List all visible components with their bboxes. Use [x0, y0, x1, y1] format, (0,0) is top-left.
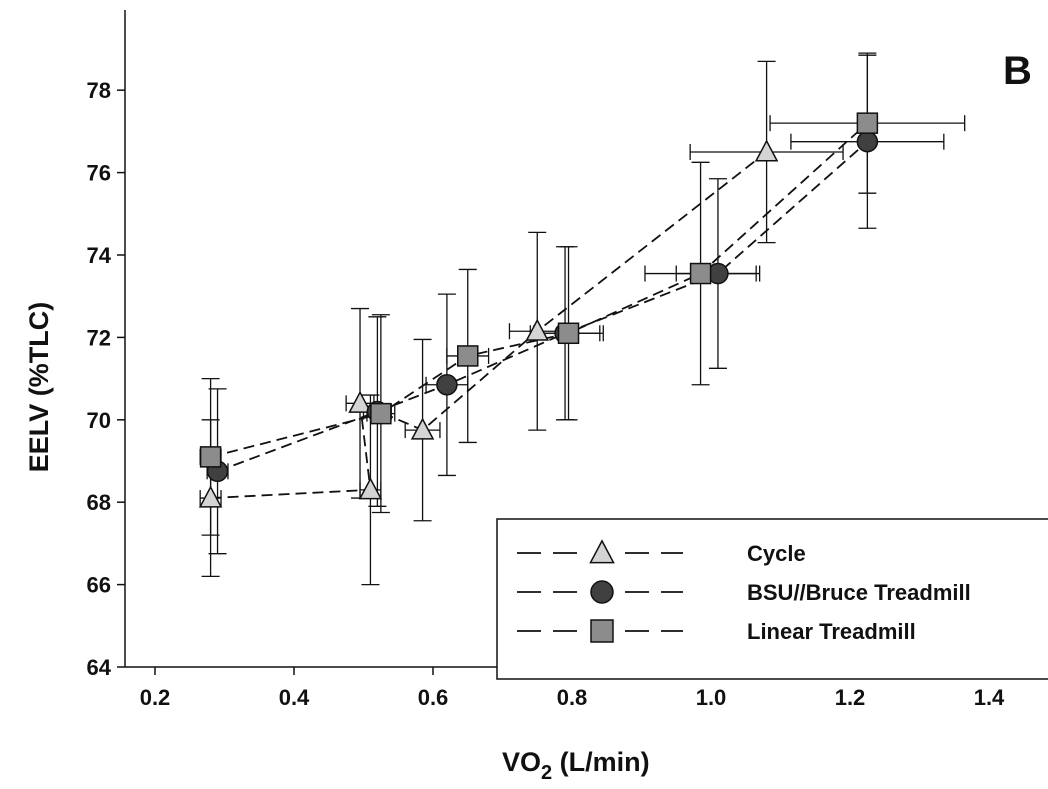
- data-point-bsu-bruce-treadmill: [436, 374, 458, 396]
- legend-items: Cycle BSU//Bruce Treadmill Linear Treadmil…: [517, 539, 971, 644]
- legend: Cycle BSU//Bruce Treadmill Linear Treadmil…: [496, 518, 1048, 680]
- x-tick-label: 0.8: [557, 685, 588, 710]
- data-point-linear-treadmill: [856, 112, 879, 134]
- data-point-cycle: [348, 390, 372, 413]
- series-line-linear-treadmill: [210, 122, 868, 458]
- x-axis-title: VO2 (L/min): [502, 747, 650, 784]
- y-tick-label: 76: [87, 161, 111, 186]
- legend-marker-cycle: [589, 539, 615, 564]
- data-point-linear-treadmill: [199, 446, 222, 468]
- x-axis-title-subscript: 2: [541, 762, 552, 784]
- series-lines: [210, 122, 868, 499]
- data-point-cycle: [525, 318, 549, 341]
- data-point-linear-treadmill: [370, 402, 392, 425]
- data-point-cycle: [754, 139, 779, 162]
- y-tick-label: 70: [87, 408, 111, 433]
- legend-box: [496, 518, 1048, 680]
- legend-marker-bsu-bruce-treadmill: [590, 580, 614, 604]
- x-tick-label: 0.4: [279, 685, 310, 710]
- x-tick-label: 0.6: [418, 685, 449, 710]
- data-point-linear-treadmill: [457, 345, 479, 367]
- x-tick-label: 0.2: [140, 685, 171, 710]
- y-tick-label: 72: [87, 325, 111, 350]
- legend-marker-linear-treadmill: [590, 619, 614, 643]
- y-tick-label: 64: [87, 655, 112, 680]
- data-point-cycle: [410, 417, 435, 440]
- legend-label-cycle: Cycle: [747, 541, 806, 566]
- x-tick-label: 1.2: [835, 685, 866, 710]
- panel-label: B: [1003, 49, 1032, 93]
- y-tick-label: 66: [87, 573, 111, 598]
- y-tick-label: 74: [87, 243, 112, 268]
- x-tick-label: 1.4: [974, 685, 1005, 710]
- data-point-bsu-bruce-treadmill: [856, 130, 879, 153]
- x-axis-title-units: (L/min): [552, 747, 649, 777]
- y-axis-title: EELV (%TLC): [24, 302, 54, 473]
- legend-label-linear-treadmill: Linear Treadmill: [747, 619, 916, 644]
- x-axis-title-main: VO: [502, 747, 541, 777]
- data-point-cycle: [198, 485, 223, 508]
- y-tick-label: 68: [87, 490, 111, 515]
- series-line-cycle: [210, 151, 768, 499]
- data-point-cycle: [358, 477, 383, 500]
- y-axis-ticks: 64 66 68 70 72 74 76 78: [87, 78, 125, 680]
- data-point-linear-treadmill: [689, 262, 712, 285]
- data-point-linear-treadmill: [557, 322, 580, 345]
- x-tick-label: 1.0: [696, 685, 727, 710]
- data-markers: [198, 112, 879, 508]
- error-bars: [199, 52, 966, 586]
- legend-label-bsu-bruce-treadmill: BSU//Bruce Treadmill: [747, 580, 971, 605]
- series-line-bsu-bruce-treadmill: [217, 141, 868, 473]
- y-tick-label: 78: [87, 78, 111, 103]
